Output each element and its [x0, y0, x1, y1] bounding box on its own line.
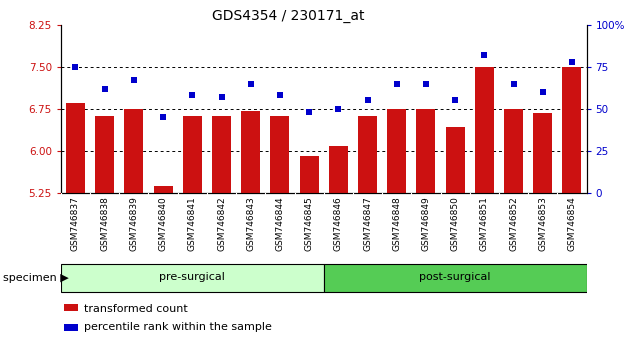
Bar	[324, 263, 587, 292]
Text: GSM746845: GSM746845	[304, 196, 313, 251]
Point	[99, 86, 110, 92]
Bar	[504, 109, 523, 193]
Point	[71, 64, 81, 70]
Text: percentile rank within the sample: percentile rank within the sample	[84, 322, 272, 332]
Bar	[387, 109, 406, 193]
Point	[362, 98, 372, 103]
Text: GSM746838: GSM746838	[100, 196, 109, 251]
Point	[479, 52, 490, 58]
Bar	[64, 304, 78, 312]
Text: GSM746851: GSM746851	[480, 196, 489, 251]
Bar	[417, 109, 435, 193]
Bar	[358, 116, 377, 193]
Bar	[64, 324, 78, 331]
Text: GSM746841: GSM746841	[188, 196, 197, 251]
Point	[420, 81, 431, 86]
Point	[508, 81, 519, 86]
Text: GSM746852: GSM746852	[509, 196, 518, 251]
Point	[304, 109, 314, 115]
Bar	[329, 147, 348, 193]
Point	[187, 93, 197, 98]
Text: GSM746844: GSM746844	[276, 196, 285, 251]
Text: GSM746839: GSM746839	[129, 196, 138, 251]
Bar	[212, 116, 231, 193]
Text: pre-surgical: pre-surgical	[160, 272, 225, 282]
Text: specimen ▶: specimen ▶	[3, 273, 69, 283]
Bar	[154, 185, 172, 193]
Point	[158, 114, 168, 120]
Point	[275, 93, 285, 98]
Bar	[66, 103, 85, 193]
Point	[333, 106, 344, 112]
Bar	[445, 127, 465, 193]
Bar	[299, 156, 319, 193]
Text: GSM746850: GSM746850	[451, 196, 460, 251]
Bar	[562, 67, 581, 193]
Text: GSM746847: GSM746847	[363, 196, 372, 251]
Text: GSM746854: GSM746854	[567, 196, 576, 251]
Bar	[183, 116, 202, 193]
Bar	[96, 116, 114, 193]
Bar	[533, 113, 552, 193]
Point	[129, 78, 139, 83]
Text: GSM746848: GSM746848	[392, 196, 401, 251]
Point	[392, 81, 402, 86]
Text: GSM746846: GSM746846	[334, 196, 343, 251]
Point	[567, 59, 577, 65]
Bar	[124, 109, 144, 193]
Text: post-surgical: post-surgical	[419, 272, 491, 282]
Point	[246, 81, 256, 86]
Bar	[241, 110, 260, 193]
Text: GSM746840: GSM746840	[158, 196, 167, 251]
Bar	[475, 67, 494, 193]
Text: GDS4354 / 230171_at: GDS4354 / 230171_at	[212, 9, 365, 23]
Point	[538, 89, 548, 95]
Text: GSM746849: GSM746849	[421, 196, 430, 251]
Bar	[271, 116, 289, 193]
Text: GSM746853: GSM746853	[538, 196, 547, 251]
Text: GSM746842: GSM746842	[217, 196, 226, 251]
Bar	[61, 263, 324, 292]
Text: transformed count: transformed count	[84, 304, 188, 314]
Point	[217, 94, 227, 100]
Text: GSM746843: GSM746843	[246, 196, 255, 251]
Point	[450, 98, 460, 103]
Text: GSM746837: GSM746837	[71, 196, 80, 251]
